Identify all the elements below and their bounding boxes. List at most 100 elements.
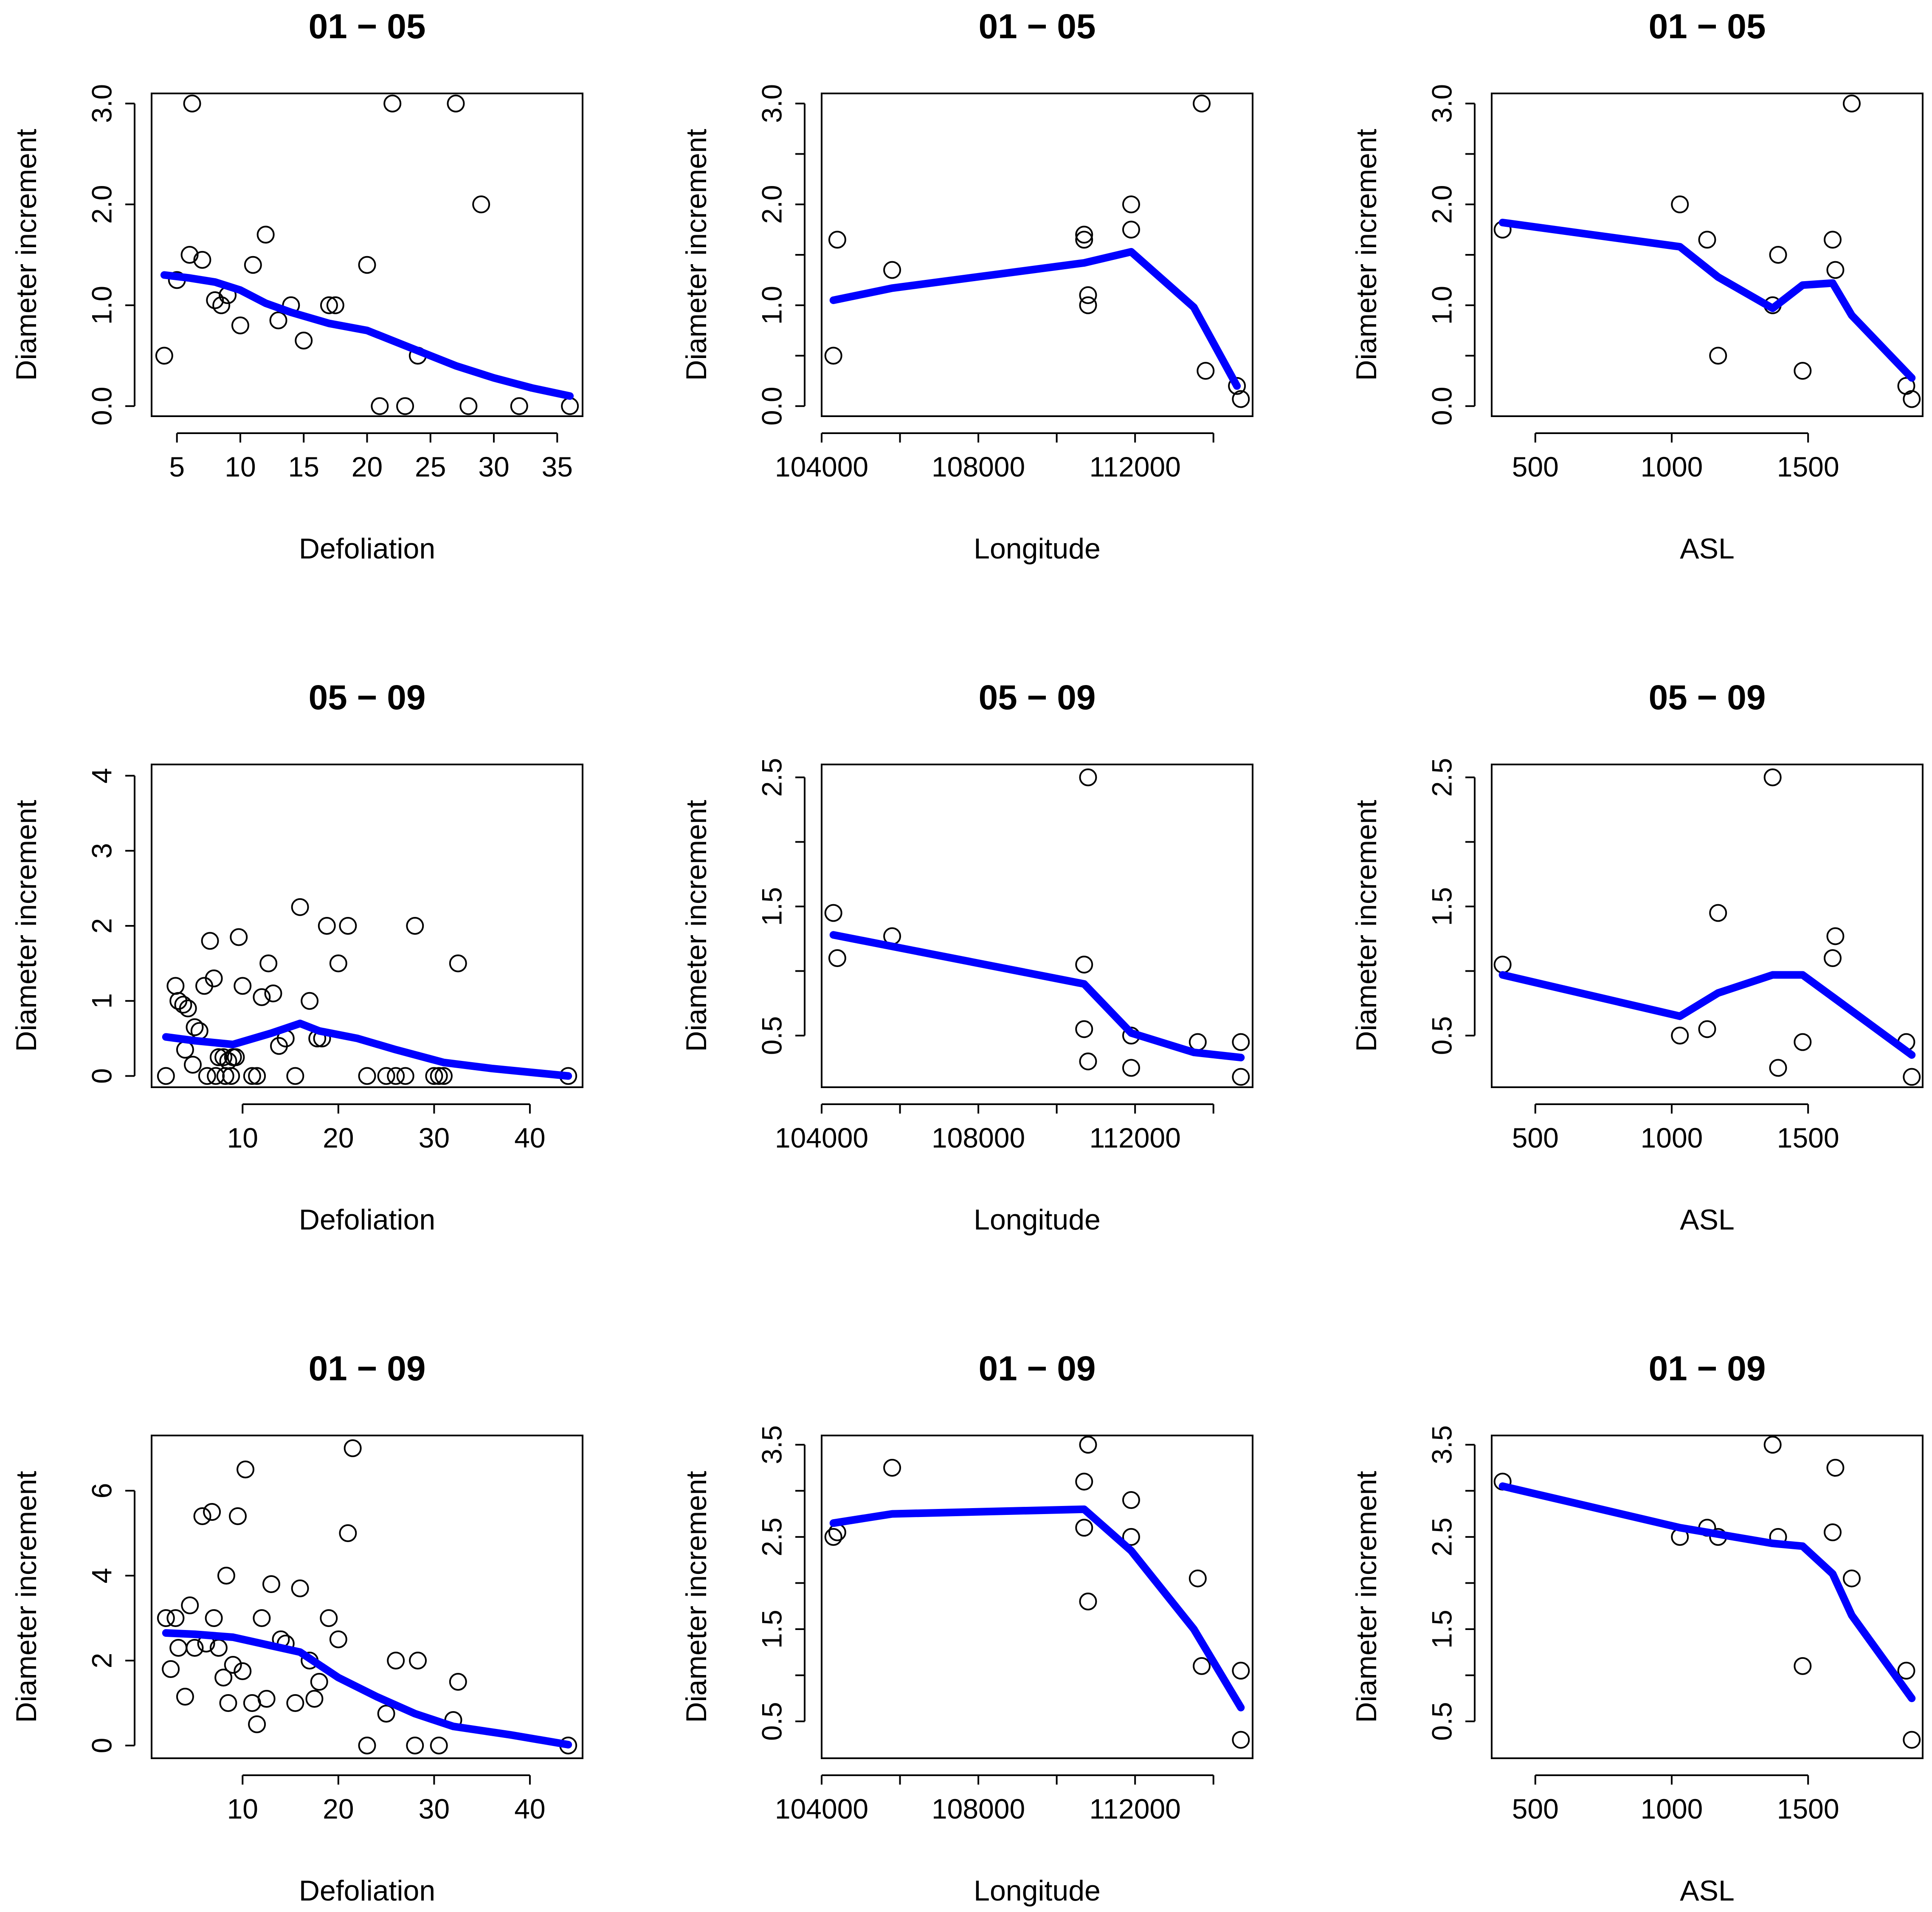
chart-6-data-point [320, 1609, 338, 1627]
chart-3-data-point [430, 1067, 448, 1085]
chart-4-data-point [1232, 1068, 1250, 1086]
chart-6-smooth-line [162, 1629, 572, 1748]
chart-2-data-point [1698, 231, 1716, 249]
chart-1-data-point [1193, 94, 1211, 113]
chart-1-data-point [1075, 226, 1093, 244]
chart-7-data-point [1079, 1435, 1097, 1454]
chart-3-data-point [358, 1067, 376, 1085]
chart-0-y-axis-label: Diameter increment [10, 129, 42, 381]
chart-3-plot-frame [151, 764, 583, 1088]
chart-0-y-tick-label: 2.0 [86, 185, 117, 224]
chart-7-data-point [1232, 1661, 1250, 1680]
chart-0-title: 01 − 05 [309, 7, 426, 46]
chart-8-title: 01 − 09 [1649, 1349, 1766, 1388]
chart-7-plot-frame [821, 1435, 1253, 1759]
chart-4-data-point [1075, 956, 1093, 974]
chart-1-data-point [828, 231, 846, 249]
chart-8-x-tick-label: 1500 [1777, 1793, 1839, 1825]
chart-4-y-tick-label: 2.5 [756, 758, 787, 797]
chart-0-x-tick-label: 25 [415, 451, 446, 482]
chart-6-data-point [217, 1567, 235, 1585]
chart-3-data-point [174, 995, 192, 1014]
chart-6-x-tick-label: 30 [419, 1793, 450, 1825]
chart-1-plot-frame [821, 93, 1253, 417]
chart-2-data-point [1671, 195, 1689, 214]
chart-6-title: 01 − 09 [309, 1349, 426, 1388]
chart-6-data-point [203, 1503, 221, 1521]
chart-5-data-point [1698, 1020, 1716, 1038]
chart-3-x-axis-label: Defoliation [299, 1204, 435, 1236]
chart-3-data-point [406, 917, 424, 935]
chart-0-y-tick-label: 1.0 [86, 286, 117, 325]
chart-7-panel: 01 − 09 104000 108000 112000 0.5 1.5 2.5 3.5 Lon… [680, 1349, 1253, 1907]
chart-3-y-tick-label: 0 [86, 1068, 117, 1084]
chart-8-x-axis-label: ASL [1680, 1875, 1735, 1907]
chart-6-data-point [257, 1690, 276, 1708]
chart-5-y-tick-label: 1.5 [1426, 887, 1457, 926]
chart-0-data-point [180, 246, 199, 264]
chart-3-data-point [201, 932, 219, 950]
chart-1-data-point [1079, 286, 1097, 304]
chart-2-data-point [1709, 347, 1727, 365]
chart-1-data-point [1228, 377, 1246, 395]
chart-7-data-point [824, 1528, 842, 1546]
chart-3-data-point [291, 898, 309, 916]
chart-3-y-axis-label: Diameter increment [10, 800, 42, 1052]
chart-7-data-point [1188, 1569, 1207, 1588]
chart-2-data-point [1824, 231, 1842, 249]
chart-6-y-tick-label: 4 [86, 1568, 117, 1584]
chart-8-y-tick-label: 3.5 [1426, 1425, 1457, 1464]
chart-1-y-tick-label: 1.0 [756, 286, 787, 325]
chart-5-x-tick-label: 1000 [1641, 1122, 1703, 1153]
chart-5-data-point [1903, 1068, 1921, 1086]
chart-3-data-point [434, 1067, 453, 1085]
chart-0-data-point [510, 397, 528, 415]
chart-7-y-axis-label: Diameter increment [680, 1471, 713, 1723]
chart-5-x-axis-label: ASL [1680, 1204, 1735, 1236]
chart-6-data-point [237, 1461, 255, 1478]
chart-3-data-point [396, 1067, 414, 1085]
chart-5-data-point [1824, 949, 1842, 967]
chart-6-data-point [224, 1656, 242, 1674]
chart-4-plot-frame [821, 764, 1253, 1088]
chart-2-x-axis-label: ASL [1680, 533, 1735, 565]
chart-1-x-tick-label: 104000 [775, 451, 868, 482]
chart-6-y-axis-label: Diameter increment [10, 1471, 42, 1723]
chart-3-y-tick-label: 3 [86, 843, 117, 859]
chart-5-y-axis-label: Diameter increment [1350, 800, 1383, 1052]
chart-3-data-point [329, 954, 347, 973]
chart-3-data-point [377, 1067, 395, 1085]
chart-6-data-point [219, 1694, 237, 1712]
chart-3-data-point [234, 977, 252, 995]
chart-4-data-point [828, 949, 846, 967]
chart-6-data-point [286, 1694, 304, 1712]
chart-0-data-point [295, 331, 313, 350]
chart-5-data-point [1826, 927, 1845, 945]
chart-6-panel: 01 − 09 10 20 30 40 0 2 4 6 Defoliation Diameter i… [10, 1349, 583, 1907]
chart-7-x-tick-label: 112000 [1090, 1793, 1181, 1825]
chart-6-x-tick-label: 20 [323, 1793, 354, 1825]
chart-6-data-point [248, 1715, 266, 1733]
chart-3-data-point [259, 954, 278, 973]
chart-8-data-point [1763, 1435, 1782, 1454]
chart-3-data-point [248, 1067, 266, 1085]
chart-1-data-point [1079, 296, 1097, 314]
chart-8-data-point [1903, 1731, 1921, 1749]
chart-4-data-point [1232, 1033, 1250, 1051]
chart-2-data-point [1769, 246, 1787, 264]
chart-4-x-tick-label: 108000 [932, 1122, 1025, 1153]
chart-2-data-point [1794, 362, 1812, 380]
chart-5-smooth-line [1498, 971, 1916, 1059]
chart-7-x-tick-label: 104000 [775, 1793, 868, 1825]
chart-1-title: 01 − 05 [979, 7, 1096, 46]
chart-7-x-axis-label: Longitude [974, 1875, 1101, 1907]
chart-1-x-axis-label: Longitude [974, 533, 1101, 565]
chart-1-data-point [1075, 231, 1093, 249]
chart-3-data-point [222, 1067, 240, 1085]
chart-7-data-point [1193, 1657, 1211, 1675]
chart-6-data-point [214, 1669, 233, 1686]
chart-4-x-axis-label: Longitude [974, 1204, 1101, 1236]
chart-6-data-point [291, 1579, 309, 1597]
chart-6-data-point [409, 1652, 427, 1669]
